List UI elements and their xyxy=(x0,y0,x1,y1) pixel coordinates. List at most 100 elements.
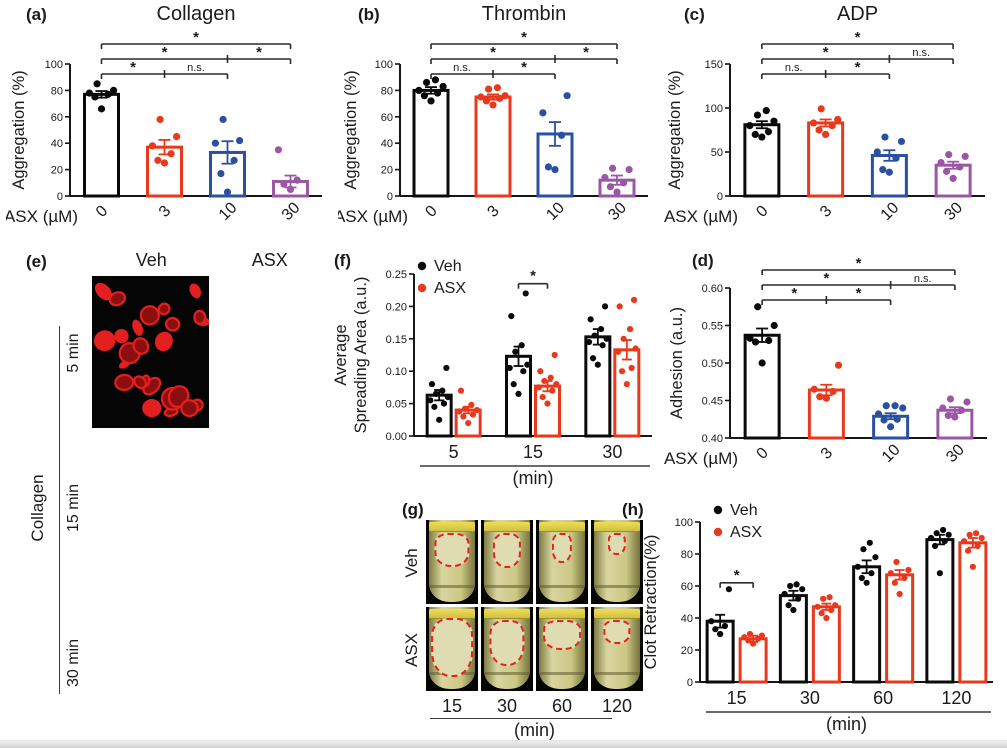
svg-text:*: * xyxy=(162,44,168,61)
data-point xyxy=(820,595,827,602)
svg-text:0: 0 xyxy=(387,191,393,203)
data-point xyxy=(485,85,493,93)
data-point xyxy=(431,403,438,410)
column-header-asx: ASX xyxy=(251,250,288,270)
data-point xyxy=(978,534,985,542)
data-point xyxy=(814,603,821,610)
svg-text:*: * xyxy=(823,270,829,287)
svg-text:30: 30 xyxy=(279,199,304,224)
svg-text:(b): (b) xyxy=(358,5,380,24)
time-label-15: 15 xyxy=(441,696,463,716)
data-point xyxy=(880,416,888,424)
data-point xyxy=(167,150,175,158)
tube-meniscus xyxy=(539,522,585,532)
liquid-line xyxy=(485,585,529,588)
data-point xyxy=(501,92,509,100)
data-point xyxy=(879,166,887,174)
data-point xyxy=(942,167,951,175)
data-point xyxy=(591,332,598,339)
clot-photo-asx-15min xyxy=(426,607,478,691)
data-point xyxy=(758,359,766,367)
data-point xyxy=(587,316,594,323)
data-point xyxy=(613,188,621,196)
data-point xyxy=(887,570,894,577)
data-point xyxy=(601,173,609,182)
clot-photo-veh-120min xyxy=(591,520,643,604)
data-point xyxy=(211,139,219,147)
data-point xyxy=(964,547,972,554)
clot-tube-grid xyxy=(426,520,643,691)
data-point xyxy=(541,377,548,385)
data-point xyxy=(795,595,802,602)
svg-text:*: * xyxy=(521,29,527,46)
liquid-line xyxy=(595,672,639,675)
svg-text:(d): (d) xyxy=(692,251,714,270)
data-point xyxy=(558,131,566,139)
data-point xyxy=(616,303,623,310)
data-point xyxy=(630,296,638,304)
clot-outline xyxy=(431,618,473,677)
svg-text:ASX: ASX xyxy=(434,280,466,297)
data-point xyxy=(618,368,626,375)
svg-text:0.60: 0.60 xyxy=(702,283,723,295)
data-point xyxy=(933,530,940,537)
data-point xyxy=(961,152,969,160)
bar xyxy=(958,541,988,684)
data-point xyxy=(597,325,605,333)
data-point xyxy=(432,390,440,397)
data-point xyxy=(872,554,879,561)
svg-text:0.40: 0.40 xyxy=(702,433,723,445)
data-point xyxy=(428,381,436,388)
data-point xyxy=(589,355,597,362)
data-point xyxy=(469,411,477,418)
data-point xyxy=(892,154,900,162)
data-point xyxy=(939,404,947,412)
svg-text:40: 40 xyxy=(381,138,393,150)
svg-text:0: 0 xyxy=(717,191,723,203)
svg-text:15: 15 xyxy=(523,442,543,462)
data-point xyxy=(887,423,895,431)
svg-text:*: * xyxy=(583,44,589,61)
svg-text:*: * xyxy=(256,44,262,61)
svg-text:10: 10 xyxy=(543,199,568,224)
svg-text:3: 3 xyxy=(817,202,835,220)
time-axis-line xyxy=(430,718,612,719)
data-point xyxy=(415,86,423,94)
data-point xyxy=(547,374,554,381)
data-point xyxy=(799,586,806,593)
data-point xyxy=(860,546,867,553)
svg-text:60: 60 xyxy=(381,112,393,124)
data-point xyxy=(457,387,465,394)
svg-text:50: 50 xyxy=(711,147,723,159)
data-point xyxy=(549,387,556,394)
legend-marker-asx xyxy=(713,527,723,537)
liquid-line xyxy=(595,585,639,588)
tube-meniscus xyxy=(429,522,475,532)
svg-text:Aggregation (%): Aggregation (%) xyxy=(666,70,684,189)
data-point xyxy=(881,133,889,141)
data-point xyxy=(563,92,571,100)
liquid-line xyxy=(540,672,584,675)
data-point xyxy=(274,146,282,154)
panel-g-label: (g) xyxy=(402,500,424,519)
data-point xyxy=(946,395,955,403)
data-point xyxy=(854,563,861,570)
data-point xyxy=(787,582,794,590)
data-point xyxy=(506,364,513,372)
svg-text:n.s.: n.s. xyxy=(785,62,803,74)
data-point xyxy=(439,82,447,91)
data-point xyxy=(770,117,778,125)
svg-text:0.45: 0.45 xyxy=(702,396,723,408)
data-point xyxy=(436,416,443,423)
data-point xyxy=(423,78,431,87)
panel-b-thrombin-aggregation-chart: (b) Thrombin 0 20 40 60 80 100 Aggregation (%) 0 3… xyxy=(338,3,648,226)
clot-photo-asx-60min xyxy=(536,607,588,691)
svg-text:0.00: 0.00 xyxy=(386,431,407,443)
data-point xyxy=(614,348,622,355)
data-point xyxy=(751,130,759,138)
svg-text:n.s.: n.s. xyxy=(453,62,471,74)
data-point xyxy=(891,579,898,586)
svg-text:10: 10 xyxy=(879,441,904,466)
data-point xyxy=(741,634,748,641)
data-point xyxy=(434,89,442,97)
